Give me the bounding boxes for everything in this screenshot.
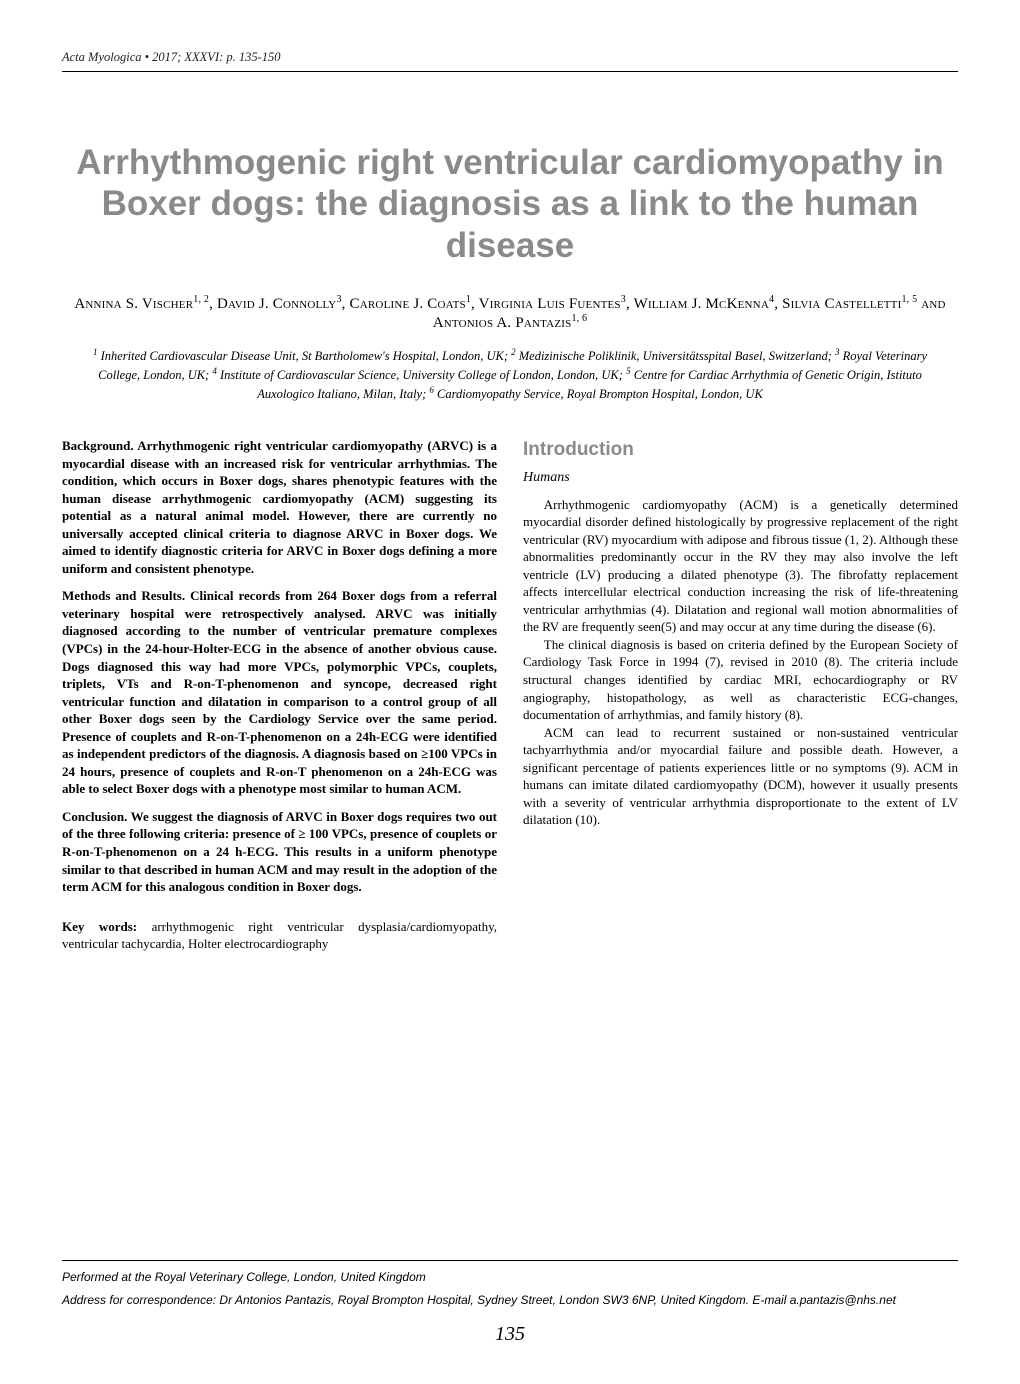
footer-performed: Performed at the Royal Veterinary Colleg… <box>62 1269 958 1286</box>
article-title: Arrhythmogenic right ventricular cardiom… <box>72 142 948 266</box>
body-paragraph-3: ACM can lead to recurrent sustained or n… <box>523 724 958 829</box>
abstract-background: Background. Arrhythmogenic right ventric… <box>62 437 497 577</box>
keywords-label: Key words: <box>62 919 137 934</box>
page-number: 135 <box>62 1323 958 1346</box>
keywords: Key words: arrhythmogenic right ventricu… <box>62 918 497 953</box>
abstract-methods: Methods and Results. Clinical records fr… <box>62 587 497 798</box>
footer-rule <box>62 1260 958 1261</box>
two-column-layout: Background. Arrhythmogenic right ventric… <box>62 437 958 953</box>
body-paragraph-2: The clinical diagnosis is based on crite… <box>523 636 958 724</box>
abstract-conclusion: Conclusion. We suggest the diagnosis of … <box>62 808 497 896</box>
subheading-humans: Humans <box>523 469 958 488</box>
authors-line: Annina S. Vischer1, 2, David J. Connolly… <box>62 294 958 332</box>
top-rule <box>62 71 958 72</box>
footer-correspondence: Address for correspondence: Dr Antonios … <box>62 1292 958 1309</box>
page-footer: Performed at the Royal Veterinary Colleg… <box>62 1260 958 1346</box>
left-column: Background. Arrhythmogenic right ventric… <box>62 437 497 953</box>
section-heading-introduction: Introduction <box>523 437 958 463</box>
running-header: Acta Myologica • 2017; XXXVI: p. 135-150 <box>62 50 958 65</box>
right-column: Introduction Humans Arrhythmogenic cardi… <box>523 437 958 953</box>
affiliations: 1 Inherited Cardiovascular Disease Unit,… <box>90 346 930 403</box>
body-paragraph-1: Arrhythmogenic cardiomyopathy (ACM) is a… <box>523 496 958 636</box>
